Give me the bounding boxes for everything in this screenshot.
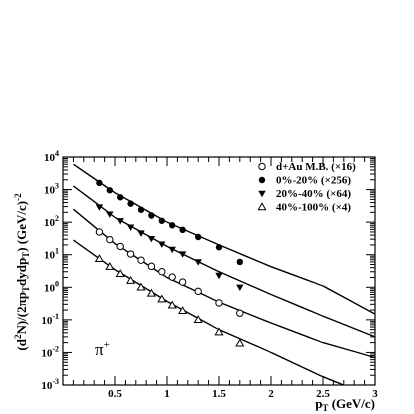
point-open-triangle — [94, 254, 104, 262]
fit-curve — [72, 185, 376, 338]
legend-label: d+Au M.B. (×16) — [276, 161, 356, 173]
point-filled-triangle — [168, 246, 176, 254]
point-filled-circle — [158, 217, 165, 224]
point-filled-triangle — [194, 259, 202, 266]
point-open-triangle — [193, 315, 203, 324]
data-points — [94, 179, 245, 347]
point-filled-circle — [117, 194, 124, 201]
point-filled-triangle — [147, 236, 156, 243]
point-filled-circle — [258, 176, 266, 184]
point-open-circle — [147, 262, 156, 271]
point-open-triangle — [235, 338, 245, 347]
point-open-triangle — [146, 288, 156, 297]
legend-label: 40%-100% (×4) — [276, 202, 351, 214]
y-tick-label: 10-3 — [41, 377, 59, 392]
point-filled-circle — [96, 179, 103, 187]
point-filled-circle — [195, 233, 202, 241]
plot-area — [62, 156, 376, 386]
point-filled-triangle — [116, 218, 124, 225]
y-tick-label: 100 — [44, 279, 59, 294]
y-tick-label: 102 — [44, 214, 59, 229]
y-tick-label: 10-2 — [41, 344, 59, 359]
point-filled-triangle — [126, 224, 135, 231]
point-open-triangle — [178, 306, 188, 314]
point-filled-circle — [106, 187, 114, 194]
point-open-circle — [137, 256, 145, 264]
point-open-circle — [126, 250, 135, 258]
point-open-circle — [158, 268, 166, 276]
point-filled-circle — [236, 258, 243, 266]
legend-label: 0%-20% (×256) — [276, 175, 351, 187]
point-open-circle — [106, 235, 114, 244]
y-tick-label: 103 — [44, 182, 59, 197]
point-filled-triangle — [95, 204, 104, 211]
point-filled-triangle — [158, 241, 166, 248]
y-tick-labels: 10-3 10-2 10-1 100 101 102 103 104 — [41, 149, 59, 392]
axis-ticks — [62, 156, 376, 386]
point-filled-triangle — [106, 211, 114, 218]
point-open-circle — [178, 278, 187, 286]
x-tick-labels: 0.5 1 1.5 2 2.5 3 — [108, 388, 378, 400]
point-open-triangle — [157, 294, 167, 303]
x-tick-label: 1 — [164, 388, 170, 400]
point-filled-triangle — [137, 230, 145, 237]
y-tick-label: 101 — [44, 247, 59, 262]
x-tick-label: 3 — [372, 388, 378, 400]
fit-curve — [72, 239, 345, 386]
x-tick-label: 2.5 — [316, 388, 330, 400]
y-tick-label: 10-1 — [41, 312, 59, 327]
point-filled-triangle — [258, 190, 266, 198]
point-filled-triangle — [178, 251, 187, 258]
particle-annotation: π+ — [95, 339, 110, 359]
point-filled-circle — [179, 226, 186, 234]
legend-label: 20%-40% (×64) — [276, 188, 351, 200]
point-open-circle — [95, 228, 104, 236]
point-filled-circle — [215, 244, 223, 251]
fit-curve — [73, 163, 376, 315]
y-axis-label: (d2N)/(2πpTdydpT) (GeV/c)-2 — [13, 193, 31, 351]
legend: d+Au M.B. (×16) 0%-20% (×256)20%-40% (×64… — [257, 161, 356, 214]
point-filled-circle — [169, 222, 176, 229]
fit-curve — [72, 208, 376, 359]
point-open-circle — [258, 162, 266, 171]
point-filled-triangle — [215, 272, 223, 280]
point-open-triangle — [136, 282, 146, 291]
point-filled-circle — [127, 200, 134, 207]
point-filled-circle — [148, 212, 155, 219]
point-open-triangle — [105, 261, 115, 270]
x-axis-label: pT (GeV/c) — [315, 396, 375, 413]
point-open-triangle — [214, 327, 224, 336]
point-open-circle — [215, 299, 223, 307]
point-open-circle — [116, 242, 124, 251]
point-open-circle — [236, 309, 244, 317]
point-open-triangle — [115, 269, 125, 277]
x-tick-label: 1.5 — [212, 388, 226, 400]
point-filled-triangle — [236, 284, 244, 291]
y-tick-label: 104 — [44, 149, 59, 164]
x-tick-label: 2 — [268, 388, 274, 400]
x-tick-label: 0.5 — [108, 388, 122, 400]
point-open-triangle — [257, 202, 267, 211]
point-open-circle — [168, 273, 176, 281]
point-open-circle — [194, 287, 202, 296]
point-filled-circle — [137, 206, 145, 213]
point-open-triangle — [167, 300, 177, 309]
point-open-triangle — [126, 275, 136, 284]
